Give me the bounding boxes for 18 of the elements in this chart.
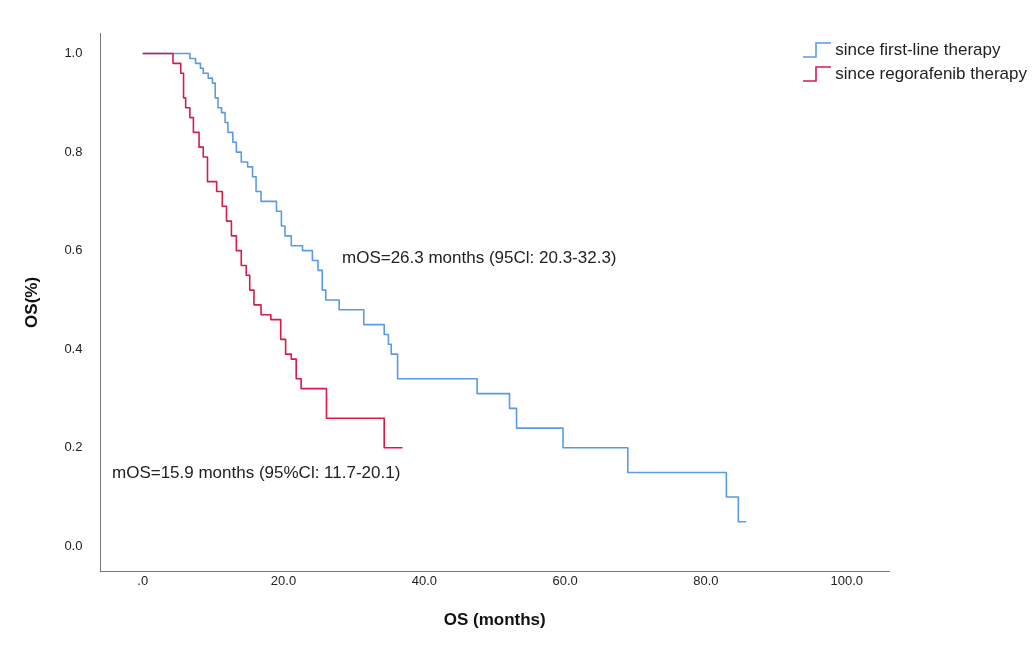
y-axis-title: OS(%) [21,276,41,328]
legend-label: since regorafenib therapy [835,64,1027,84]
x-axis-title: OS (months) [443,610,546,630]
y-tick-label: 0.4 [64,340,83,356]
annotation: mOS=15.9 months (95%Cl: 11.7-20.1) [112,463,401,483]
x-tick-label: 60.0 [552,573,578,589]
y-tick-label: 0.2 [64,439,83,455]
legend-label: since first-line therapy [835,40,1001,60]
y-tick-label: 0.6 [64,242,83,258]
x-tick-label: 100.0 [830,573,864,589]
x-tick-label: 80.0 [693,573,719,589]
y-tick-label: 0.8 [64,143,83,159]
y-tick-label: 0.0 [64,537,83,553]
x-tick-label: 40.0 [411,573,437,589]
y-tick-label: 1.0 [64,45,83,61]
x-tick-label: .0 [137,573,149,589]
x-tick-label: 20.0 [270,573,297,589]
annotation: mOS=26.3 months (95Cl: 20.3-32.3) [342,248,617,268]
